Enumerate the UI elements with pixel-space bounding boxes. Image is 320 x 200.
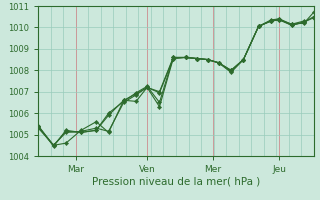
X-axis label: Pression niveau de la mer( hPa ): Pression niveau de la mer( hPa ) (92, 177, 260, 187)
